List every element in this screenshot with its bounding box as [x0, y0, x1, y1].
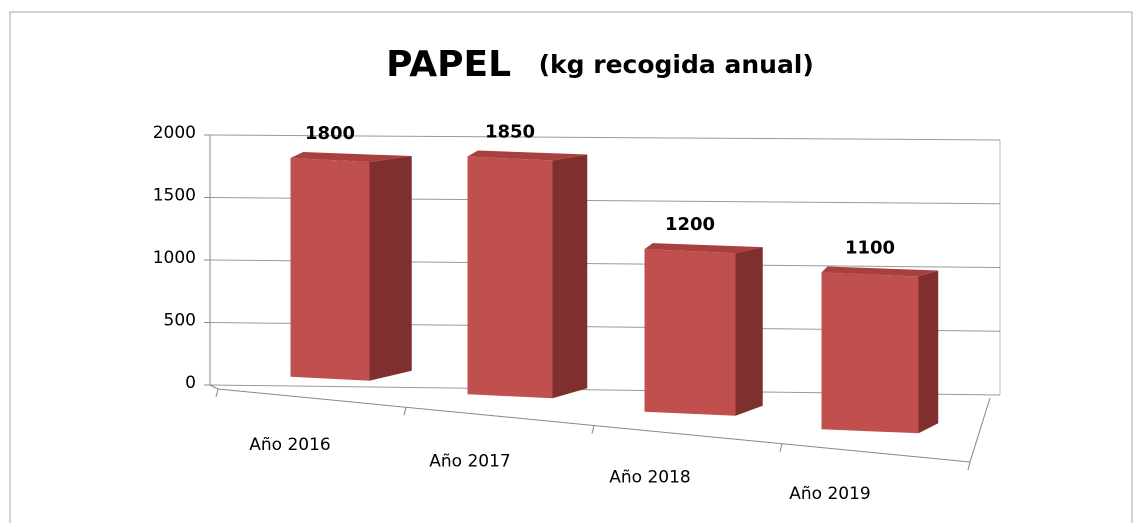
bar: [290, 158, 370, 381]
bar-top: [821, 266, 939, 277]
x-tick-mark: [591, 425, 595, 434]
y-tick-label: 1000: [153, 248, 196, 268]
bar-side: [735, 247, 763, 416]
grid-line: [209, 134, 1001, 141]
bar-top: [290, 152, 412, 163]
bar-side: [918, 270, 939, 434]
y-tick-label: 2000: [153, 123, 196, 143]
floor-right: [969, 397, 991, 463]
y-tick-label: 0: [185, 373, 196, 393]
data-label: 1200: [665, 214, 715, 235]
data-label: 1850: [485, 122, 535, 143]
x-tick-mark: [403, 407, 407, 416]
bar-side: [552, 154, 588, 399]
x-tick-mark: [967, 461, 971, 471]
bar-top: [467, 150, 588, 161]
bar: [821, 272, 919, 434]
x-tick-label: Año 2017: [429, 451, 510, 471]
bar-side: [369, 156, 412, 381]
y-tick-label: 1500: [153, 186, 196, 206]
bar: [467, 156, 553, 399]
x-tick-label: Año 2018: [609, 468, 690, 488]
chart-heading: PAPEL (kg recogida anual): [386, 44, 814, 85]
data-label: 1800: [305, 123, 355, 144]
floor-left: [209, 384, 219, 390]
x-tick-label: Año 2019: [789, 484, 870, 504]
chart-title: PAPEL: [386, 44, 511, 85]
y-tick-label: 500: [164, 311, 196, 331]
chart-subtitle: (kg recogida anual): [539, 50, 814, 79]
x-tick-mark: [779, 443, 783, 452]
chart-frame: [9, 11, 1133, 523]
x-tick-label: Año 2016: [249, 435, 330, 455]
data-label: 1100: [845, 238, 895, 259]
x-tick-mark: [215, 388, 219, 398]
bar: [644, 249, 736, 416]
bar-top: [644, 243, 763, 254]
